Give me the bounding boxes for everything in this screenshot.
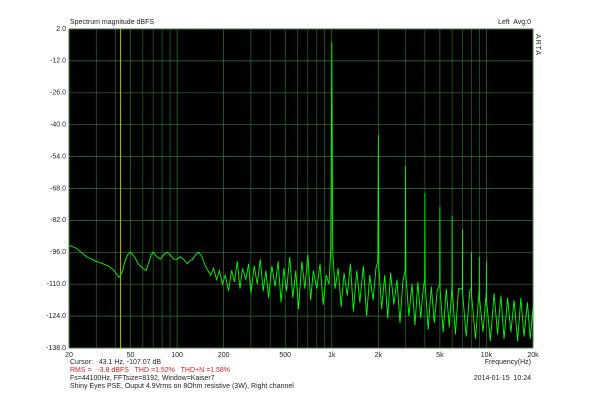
timestamp: 2014-01-15 10:24 <box>474 375 531 382</box>
x-tick-label: 2k <box>375 352 383 359</box>
y-tick-label: -82.0 <box>50 217 66 224</box>
x-tick-label: 100 <box>171 352 183 359</box>
x-tick-label: 50 <box>127 352 135 359</box>
y-tick-label: -138.0 <box>46 345 66 352</box>
x-tick-label: 20k <box>527 352 539 359</box>
y-tick-label: -124.0 <box>46 313 66 320</box>
rms-text: RMS = -3.8 dBFS THD =1.52% THD+N =1.58% <box>70 367 230 374</box>
y-tick-label: -96.0 <box>50 249 66 256</box>
x-tick-label: 20 <box>65 352 73 359</box>
cursor-text: Cursor: 43.1 Hz, -107.07 dB <box>70 359 161 366</box>
y-tick-label: -110.0 <box>47 281 66 288</box>
x-tick-label: 5k <box>436 352 444 359</box>
chart-title: Spectrum magnitude dBFS <box>70 19 154 26</box>
x-tick-label: 200 <box>218 352 230 359</box>
brand: ARTA <box>534 34 541 56</box>
y-tick-label: -40.0 <box>50 122 66 129</box>
fft-text: Fs=44100Hz, FFTsize=8192, Window=Kaiser7 <box>70 375 215 382</box>
x-tick-label: 10k <box>481 352 493 359</box>
y-tick-label: 2.0 <box>56 26 66 33</box>
y-tick-label: -68.0 <box>50 185 66 192</box>
spectrum-line <box>68 42 534 342</box>
y-tick-label: -12.0 <box>50 58 66 65</box>
x-tick-label: 1k <box>328 352 336 359</box>
y-tick-label: -26.0 <box>50 90 66 97</box>
y-tick-label: -54.0 <box>50 153 66 160</box>
channel-label: Left Avg:0 <box>498 19 531 26</box>
description: Shiny Eyes PSE, Ouput 4.9Vrms on 8Ohm re… <box>70 383 294 390</box>
x-axis-title: Frequency(Hz) <box>485 359 531 366</box>
x-tick-label: 500 <box>279 352 291 359</box>
